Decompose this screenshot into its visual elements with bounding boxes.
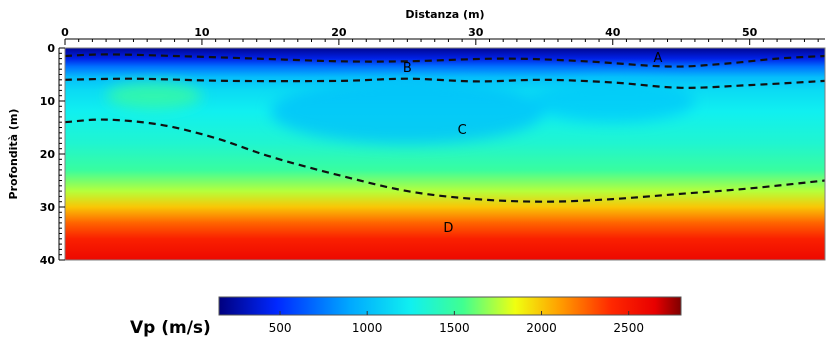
velocity-anomaly — [106, 82, 202, 109]
zone-labels: A B C D — [403, 51, 663, 236]
y-axis: 0 10 20 30 40 — [40, 42, 65, 267]
y-tick-label: 10 — [40, 95, 56, 108]
colorbar-tick-label: 1000 — [352, 321, 383, 335]
colorbar-tick-label: 2000 — [526, 321, 557, 335]
y-axis-title: Profondità (m) — [7, 109, 20, 200]
x-tick-label: 50 — [742, 26, 758, 39]
velocity-anomaly — [270, 79, 545, 144]
x-tick-label: 0 — [61, 26, 69, 39]
colorbar-tick-label: 500 — [269, 321, 292, 335]
zone-label-c: C — [458, 123, 467, 138]
x-axis-title: Distanza (m) — [405, 8, 484, 21]
x-tick-label: 10 — [194, 26, 210, 39]
y-tick-label: 40 — [40, 254, 56, 267]
colorbar-ticks: 500 1000 1500 2000 2500 — [269, 311, 644, 335]
y-tick-label: 0 — [47, 42, 55, 55]
x-tick-label: 20 — [331, 26, 347, 39]
boundary-b-c-line — [65, 77, 825, 89]
zone-label-a: A — [653, 51, 662, 66]
x-tick-label: 40 — [605, 26, 621, 39]
colorbar-scale — [218, 296, 682, 316]
x-axis: 0 10 20 30 40 50 — [61, 26, 825, 45]
colorbar: 500 1000 1500 2000 2500 Vp (m/s) — [130, 296, 682, 338]
boundary-a-b-line — [65, 53, 825, 68]
colorbar-tick-label: 1500 — [439, 321, 470, 335]
y-tick-label: 20 — [40, 148, 56, 161]
colorbar-title: Vp (m/s) — [130, 318, 211, 338]
boundary-c-d-line — [65, 118, 825, 203]
x-tick-label: 30 — [468, 26, 484, 39]
zone-label-b: B — [403, 61, 412, 76]
colorbar-tick-label: 2500 — [613, 321, 644, 335]
zone-label-d: D — [443, 221, 453, 236]
velocity-anomalies — [106, 79, 695, 144]
plot-area — [65, 48, 825, 260]
zone-boundaries — [65, 53, 825, 203]
velocity-anomaly — [530, 79, 695, 123]
y-tick-label: 30 — [40, 201, 56, 214]
